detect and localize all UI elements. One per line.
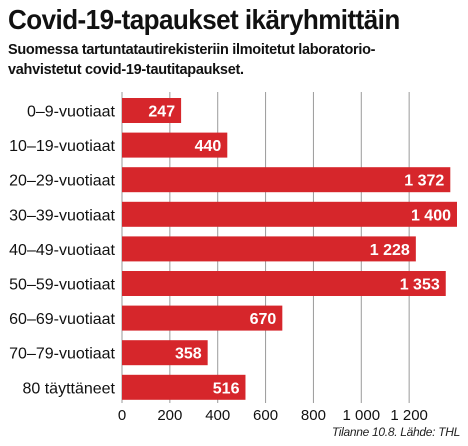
bar (122, 201, 457, 227)
category-label: 70–79-vuotiaat (9, 346, 115, 363)
category-label: 30–39-vuotiaat (9, 207, 115, 224)
bar-value-label: 247 (148, 104, 175, 121)
bar-value-label: 440 (195, 138, 222, 155)
bar (122, 167, 451, 193)
category-label: 40–49-vuotiaat (9, 242, 115, 259)
category-label: 60–69-vuotiaat (9, 311, 115, 328)
category-label: 20–29-vuotiaat (9, 173, 115, 190)
bar-value-label: 1 400 (411, 207, 451, 224)
category-labels: 0–9-vuotiaat 10–19-vuotiaat 20–29-vuotiaat… (9, 104, 115, 398)
category-label: 10–19-vuotiaat (9, 138, 115, 155)
bar-value-label: 670 (250, 311, 277, 328)
bar-value-label: 516 (213, 380, 240, 397)
x-tick-label: 200 (157, 407, 182, 424)
subtitle-line-2: vahvistetut covid-19-tautitapaukset. (8, 61, 244, 78)
bar-value-label: 1 228 (370, 242, 410, 259)
bar (122, 340, 208, 366)
bar-value-label: 1 353 (400, 277, 440, 294)
x-tick-label: 800 (301, 407, 326, 424)
x-axis-ticks: 0 200 400 600 800 1 000 1 200 (118, 407, 428, 424)
category-label: 0–9-vuotiaat (27, 104, 116, 121)
bar-value-label: 358 (175, 346, 202, 363)
bar (122, 305, 283, 331)
bar (122, 271, 446, 296)
bars: 247 440 1 372 1 400 1 228 1 353 670 358 516 (122, 98, 457, 400)
x-tick-label: 400 (205, 407, 230, 424)
bar (122, 98, 182, 123)
bar-value-label: 1 372 (404, 173, 444, 190)
x-tick-label: 1 000 (343, 407, 381, 424)
bar (122, 374, 246, 400)
bar (122, 132, 228, 158)
subtitle-line-1: Suomessa tartuntatautirekisteriin ilmoit… (8, 41, 376, 58)
category-label: 80 täyttäneet (22, 380, 115, 397)
category-label: 50–59-vuotiaat (9, 277, 115, 294)
x-tick-label: 600 (253, 407, 278, 424)
chart-subtitle: Suomessa tartuntatautirekisteriin ilmoit… (8, 40, 462, 80)
x-tick-label: 1 200 (390, 407, 428, 424)
bar (122, 236, 416, 262)
source-note: Tilanne 10.8. Lähde: THL (331, 425, 460, 439)
x-tick-label: 0 (118, 407, 126, 424)
chart-title: Covid-19-tapaukset ikäryhmittäin (8, 4, 400, 35)
